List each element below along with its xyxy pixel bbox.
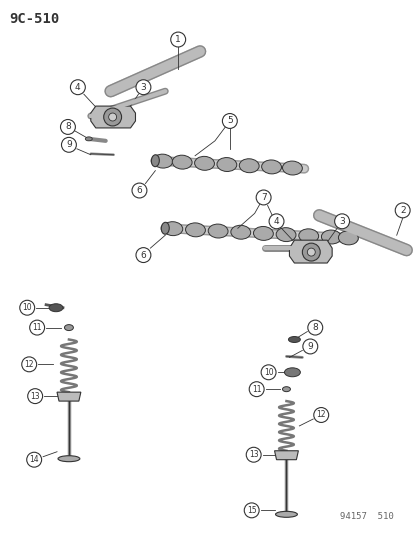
Text: 3: 3 — [140, 83, 146, 92]
Text: 9: 9 — [66, 140, 71, 149]
Text: 2: 2 — [399, 206, 404, 215]
Text: 12: 12 — [316, 410, 325, 419]
Circle shape — [30, 320, 45, 335]
Text: 3: 3 — [338, 217, 344, 226]
Circle shape — [135, 80, 150, 95]
Circle shape — [261, 365, 275, 379]
Ellipse shape — [161, 222, 169, 234]
Polygon shape — [57, 392, 81, 401]
Ellipse shape — [275, 228, 295, 241]
Circle shape — [108, 113, 116, 121]
Ellipse shape — [162, 222, 182, 236]
Ellipse shape — [288, 336, 300, 343]
Text: 11: 11 — [32, 323, 42, 332]
Text: 9C-510: 9C-510 — [9, 12, 59, 26]
Ellipse shape — [185, 223, 205, 237]
Text: 9: 9 — [307, 342, 312, 351]
Ellipse shape — [284, 368, 300, 377]
Text: 13: 13 — [248, 450, 258, 459]
Ellipse shape — [172, 155, 192, 169]
Ellipse shape — [282, 161, 301, 175]
Text: 10: 10 — [22, 303, 32, 312]
Text: 15: 15 — [246, 506, 256, 515]
Ellipse shape — [239, 159, 259, 173]
Circle shape — [302, 339, 317, 354]
Ellipse shape — [337, 231, 357, 245]
Ellipse shape — [85, 137, 92, 141]
Circle shape — [27, 452, 42, 467]
Text: 13: 13 — [30, 392, 40, 401]
Circle shape — [60, 119, 75, 134]
Circle shape — [307, 320, 322, 335]
Ellipse shape — [58, 456, 80, 462]
Circle shape — [246, 447, 261, 462]
Text: 4: 4 — [75, 83, 81, 92]
Ellipse shape — [282, 386, 290, 392]
Text: 94157  510: 94157 510 — [339, 512, 393, 521]
Text: 7: 7 — [260, 193, 266, 202]
Circle shape — [301, 243, 320, 261]
Text: 8: 8 — [65, 123, 71, 132]
Circle shape — [268, 214, 283, 229]
Circle shape — [222, 114, 237, 128]
Ellipse shape — [216, 158, 236, 172]
Ellipse shape — [64, 325, 73, 330]
Circle shape — [103, 108, 121, 126]
Ellipse shape — [152, 154, 172, 168]
Circle shape — [132, 183, 147, 198]
Text: 1: 1 — [175, 35, 180, 44]
Text: 5: 5 — [226, 117, 232, 125]
Circle shape — [135, 248, 150, 263]
Circle shape — [313, 408, 328, 423]
Circle shape — [249, 382, 263, 397]
Text: 6: 6 — [136, 186, 142, 195]
Text: 10: 10 — [263, 368, 273, 377]
Text: 12: 12 — [24, 360, 34, 369]
Ellipse shape — [320, 230, 340, 244]
Ellipse shape — [261, 160, 281, 174]
Ellipse shape — [49, 304, 63, 312]
Polygon shape — [274, 451, 298, 459]
Circle shape — [170, 32, 185, 47]
Text: 14: 14 — [29, 455, 39, 464]
Circle shape — [20, 300, 35, 315]
Ellipse shape — [253, 227, 273, 240]
Ellipse shape — [208, 224, 228, 238]
Ellipse shape — [151, 155, 159, 167]
Circle shape — [244, 503, 259, 518]
Ellipse shape — [298, 229, 318, 243]
Circle shape — [28, 389, 43, 403]
Circle shape — [306, 248, 315, 256]
Circle shape — [334, 214, 349, 229]
Polygon shape — [90, 106, 135, 128]
Circle shape — [62, 138, 76, 152]
Polygon shape — [289, 240, 331, 263]
Text: 8: 8 — [312, 323, 317, 332]
Circle shape — [70, 80, 85, 95]
Ellipse shape — [194, 156, 214, 171]
Text: 6: 6 — [140, 251, 146, 260]
Text: 4: 4 — [273, 217, 279, 226]
Circle shape — [256, 190, 271, 205]
Text: 11: 11 — [251, 385, 261, 394]
Circle shape — [22, 357, 37, 372]
Ellipse shape — [230, 225, 250, 239]
Ellipse shape — [275, 511, 297, 518]
Circle shape — [394, 203, 409, 218]
